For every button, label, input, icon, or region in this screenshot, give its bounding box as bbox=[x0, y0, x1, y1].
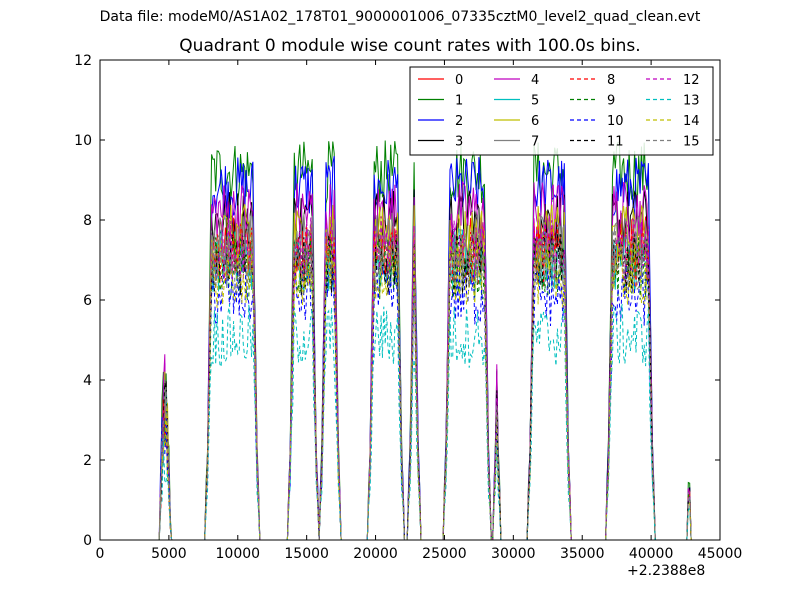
legend-label-12: 12 bbox=[683, 73, 700, 88]
x-tick-label: 15000 bbox=[284, 546, 329, 562]
y-tick-label: 10 bbox=[74, 133, 92, 149]
y-tick-label: 0 bbox=[83, 533, 92, 549]
y-tick-label: 8 bbox=[83, 213, 92, 229]
series-line-2 bbox=[100, 156, 692, 540]
series-line-9 bbox=[100, 235, 692, 540]
chart-title: Quadrant 0 module wise count rates with … bbox=[179, 36, 641, 56]
x-tick-label: 25000 bbox=[422, 546, 467, 562]
x-tick-label: 30000 bbox=[491, 546, 536, 562]
y-tick-label: 2 bbox=[83, 453, 92, 469]
figure-suptitle: Data file: modeM0/AS1A02_178T01_90000010… bbox=[99, 9, 701, 25]
legend-label-0: 0 bbox=[455, 73, 463, 88]
x-tick-label: 5000 bbox=[151, 546, 187, 562]
legend-label-10: 10 bbox=[607, 114, 624, 129]
series-lines bbox=[100, 140, 692, 540]
legend-label-11: 11 bbox=[607, 135, 624, 150]
x-tick-label: 45000 bbox=[698, 546, 743, 562]
legend-label-5: 5 bbox=[531, 94, 539, 109]
legend-label-2: 2 bbox=[455, 114, 463, 129]
legend-label-4: 4 bbox=[531, 73, 539, 88]
legend-label-8: 8 bbox=[607, 73, 615, 88]
legend-label-6: 6 bbox=[531, 114, 539, 129]
legend-label-3: 3 bbox=[455, 135, 463, 150]
x-axis-offset-label: +2.2388e8 bbox=[627, 563, 706, 579]
series-line-10 bbox=[100, 264, 692, 540]
y-tick-label: 12 bbox=[74, 53, 92, 69]
legend-label-7: 7 bbox=[531, 135, 539, 150]
x-axis: 0 5000 10000 15000 20000 25000 30000 35000 40000… bbox=[96, 60, 743, 562]
legend-label-1: 1 bbox=[455, 94, 463, 109]
legend-label-15: 15 bbox=[683, 135, 700, 150]
x-tick-label: 40000 bbox=[629, 546, 674, 562]
series-line-13 bbox=[100, 304, 692, 540]
y-tick-label: 4 bbox=[83, 373, 92, 389]
y-tick-label: 6 bbox=[83, 293, 92, 309]
x-tick-label: 20000 bbox=[353, 546, 398, 562]
x-tick-label: 0 bbox=[96, 546, 105, 562]
series-line-14 bbox=[100, 244, 692, 540]
x-tick-label: 35000 bbox=[560, 546, 605, 562]
legend-label-9: 9 bbox=[607, 94, 615, 109]
legend-label-13: 13 bbox=[683, 94, 700, 109]
x-tick-label: 10000 bbox=[216, 546, 261, 562]
legend-label-14: 14 bbox=[683, 114, 700, 129]
